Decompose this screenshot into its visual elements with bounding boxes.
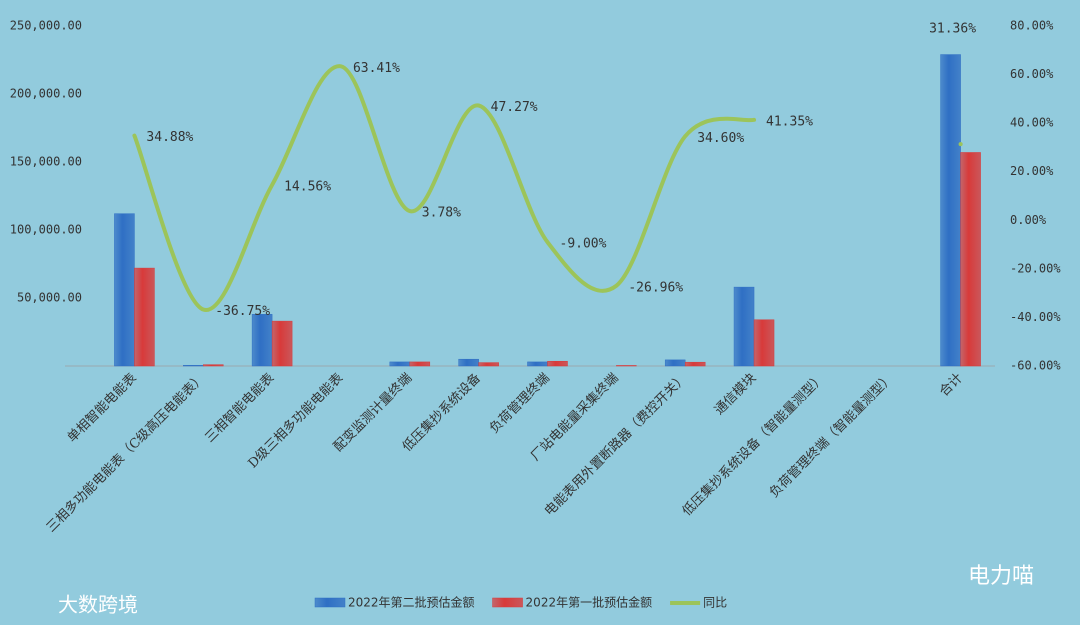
bar (960, 152, 981, 367)
x-tick-label: 低压集抄系统设备（智能量测型） (679, 370, 828, 519)
data-label: 34.60% (697, 131, 744, 146)
bar (458, 358, 479, 367)
legend-swatch (492, 597, 523, 608)
x-tick-label: 合计 (937, 371, 966, 400)
y2-tick-label: 20.00% (1010, 164, 1054, 178)
legend-label: 2022年第二批预估金额 (348, 595, 475, 610)
bar (203, 364, 224, 367)
data-label: 63.41% (353, 61, 400, 76)
data-label: 3.78% (422, 206, 461, 221)
x-tick-label: 单相智能电能表 (65, 371, 140, 446)
y2-tick-label: 40.00% (1010, 116, 1054, 130)
y-tick-label: 200,000.00 (10, 87, 82, 101)
bar (271, 320, 293, 367)
y-tick-label: 150,000.00 (10, 155, 82, 169)
bar (183, 365, 204, 367)
bar (616, 365, 637, 367)
x-tick-label: 通信模块 (712, 371, 759, 418)
bar (664, 359, 686, 367)
data-label: -9.00% (560, 237, 607, 252)
legend-label: 2022年第一批预估金额 (526, 595, 653, 610)
y2-tick-label: 80.00% (1010, 19, 1054, 33)
bar (134, 267, 155, 367)
data-label: 31.36% (929, 22, 976, 37)
data-label: -36.75% (215, 304, 270, 319)
legend-swatch (314, 597, 346, 608)
line (132, 64, 963, 312)
x-tick-label: 负荷管理终端 (486, 370, 552, 436)
data-label: 34.88% (146, 130, 193, 145)
data-label: -26.96% (628, 280, 683, 295)
bar (684, 361, 706, 367)
bar (251, 314, 273, 367)
y2-tick-label: 60.00% (1010, 67, 1054, 81)
y-tick-label: 250,000.00 (10, 19, 82, 33)
legend-label: 同比 (703, 596, 727, 610)
x-tick-label: 负荷管理终端（智能量测型） (766, 370, 897, 501)
bar (527, 361, 548, 367)
data-label: 14.56% (284, 179, 331, 194)
bar (409, 361, 431, 367)
watermark: 大数跨境 (58, 593, 138, 617)
bar (940, 54, 961, 367)
bar (547, 360, 568, 367)
y-tick-label: 100,000.00 (10, 223, 82, 237)
data-label: 47.27% (491, 100, 538, 115)
y2-tick-label: -40.00% (1010, 310, 1061, 324)
bar (389, 361, 411, 367)
bar (114, 213, 135, 367)
y2-tick-label: -60.00% (1010, 359, 1061, 373)
y2-tick-label: 0.00% (1010, 213, 1047, 227)
watermark: 电力喵 (968, 564, 1034, 589)
data-label: 41.35% (766, 114, 813, 129)
bar (733, 286, 755, 367)
bar (753, 319, 775, 367)
x-tick-label: 三相智能电能表 (202, 371, 277, 446)
x-tick-label: 电能表用外置断路器（费控开关） (541, 370, 690, 519)
bar (478, 362, 499, 367)
y2-tick-label: -20.00% (1010, 261, 1061, 275)
y-tick-label: 50,000.00 (17, 291, 82, 305)
